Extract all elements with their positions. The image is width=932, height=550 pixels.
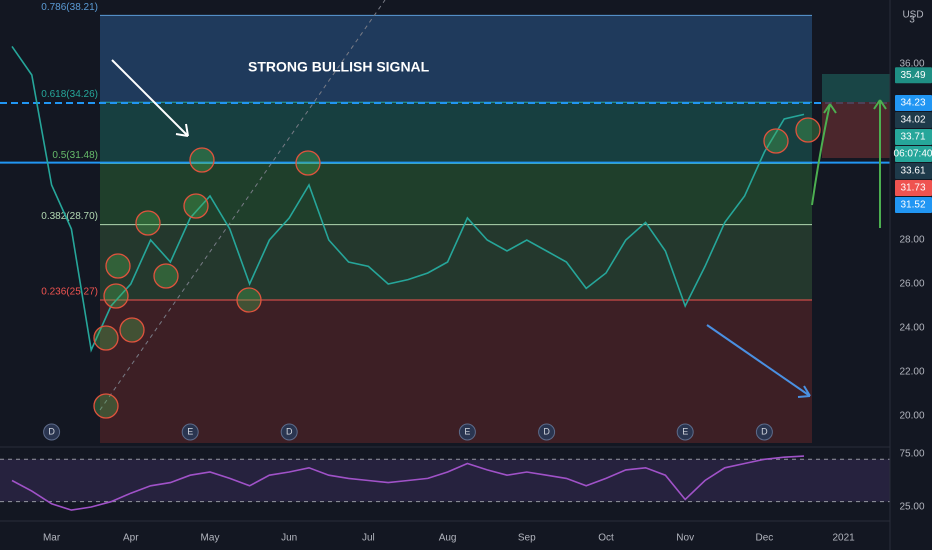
event-label: D [286, 426, 293, 436]
rsi-tick-label: 75.00 [899, 449, 924, 460]
event-marker [181, 423, 199, 441]
x-tick-label: Mar [43, 533, 61, 544]
event-marker [458, 423, 476, 441]
countdown-box [895, 145, 932, 162]
event-label: D [761, 426, 768, 436]
price-label-box [895, 111, 932, 128]
rsi-line [11, 455, 805, 511]
event-label: E [187, 426, 193, 436]
pattern-circles [93, 117, 821, 419]
trend-line [99, 0, 386, 411]
y-tick-label: 22.00 [899, 367, 924, 378]
fib-zone [100, 15, 812, 103]
arrow-head [175, 123, 189, 137]
x-tick-label: Jun [281, 533, 297, 544]
x-tick-label: Oct [598, 533, 614, 544]
arrow-head [873, 99, 887, 110]
x-tick-label: Aug [439, 533, 457, 544]
price-label-box [895, 162, 932, 179]
countdown: 06:07:40 [894, 149, 932, 160]
y-tick-label: 20.00 [899, 411, 924, 422]
arrow [706, 324, 811, 397]
price-label: 33.61 [900, 166, 925, 177]
x-tick-label: Dec [756, 533, 774, 544]
fib-zone [100, 224, 812, 301]
fib-label: 0.786(38.21) [41, 2, 98, 13]
price-label-box [895, 128, 932, 145]
x-tick-label: Sep [518, 533, 536, 544]
y-tick-label: 3 [909, 15, 915, 26]
event-marker [43, 423, 61, 441]
price-label: 34.23 [900, 98, 925, 109]
event-marker [538, 423, 556, 441]
y-tick-label: 36.00 [899, 59, 924, 70]
price-label: 33.71 [900, 132, 925, 143]
fib-zone [100, 163, 812, 225]
fib-zone [100, 300, 812, 443]
arrow-head [823, 103, 837, 114]
event-label: E [682, 426, 688, 436]
event-marker [755, 423, 773, 441]
x-tick-label: May [201, 533, 220, 544]
stop-zone [822, 102, 890, 158]
event-label: D [543, 426, 550, 436]
x-tick-label: 2021 [832, 533, 855, 544]
arrow [111, 59, 189, 137]
x-tick-label: Apr [123, 533, 139, 544]
fib-label: 0.618(34.26) [41, 89, 98, 100]
event-marker [676, 423, 694, 441]
y-tick-label: 28.00 [899, 235, 924, 246]
price-line [11, 45, 805, 353]
target-zone [822, 74, 890, 102]
currency: USD [902, 10, 923, 21]
event-label: D [48, 426, 55, 436]
price-label-box [895, 196, 932, 213]
price-label-box [895, 94, 932, 111]
fib-zone [100, 102, 812, 164]
event-label: E [464, 426, 470, 436]
fib-label: 0.382(28.70) [41, 211, 98, 222]
price-label: 34.02 [900, 115, 925, 126]
fib-label: 0.236(25.27) [41, 287, 98, 298]
price-label-box [895, 179, 932, 196]
fib-label: 0.5(31.48) [52, 150, 98, 161]
arrow-head [797, 385, 811, 398]
price-label: 31.52 [900, 200, 925, 211]
rsi-tick-label: 25.00 [899, 502, 924, 513]
event-marker [280, 423, 298, 441]
x-tick-label: Jul [362, 533, 375, 544]
rsi-band [0, 459, 890, 502]
price-label: 35.49 [900, 70, 925, 81]
y-tick-label: 24.00 [899, 323, 924, 334]
y-tick-label: 26.00 [899, 279, 924, 290]
price-label: 31.73 [900, 183, 925, 194]
x-tick-label: Nov [676, 533, 694, 544]
annotation: STRONG BULLISH SIGNAL [248, 59, 430, 75]
price-label-box [895, 67, 932, 84]
arrow [811, 103, 831, 206]
